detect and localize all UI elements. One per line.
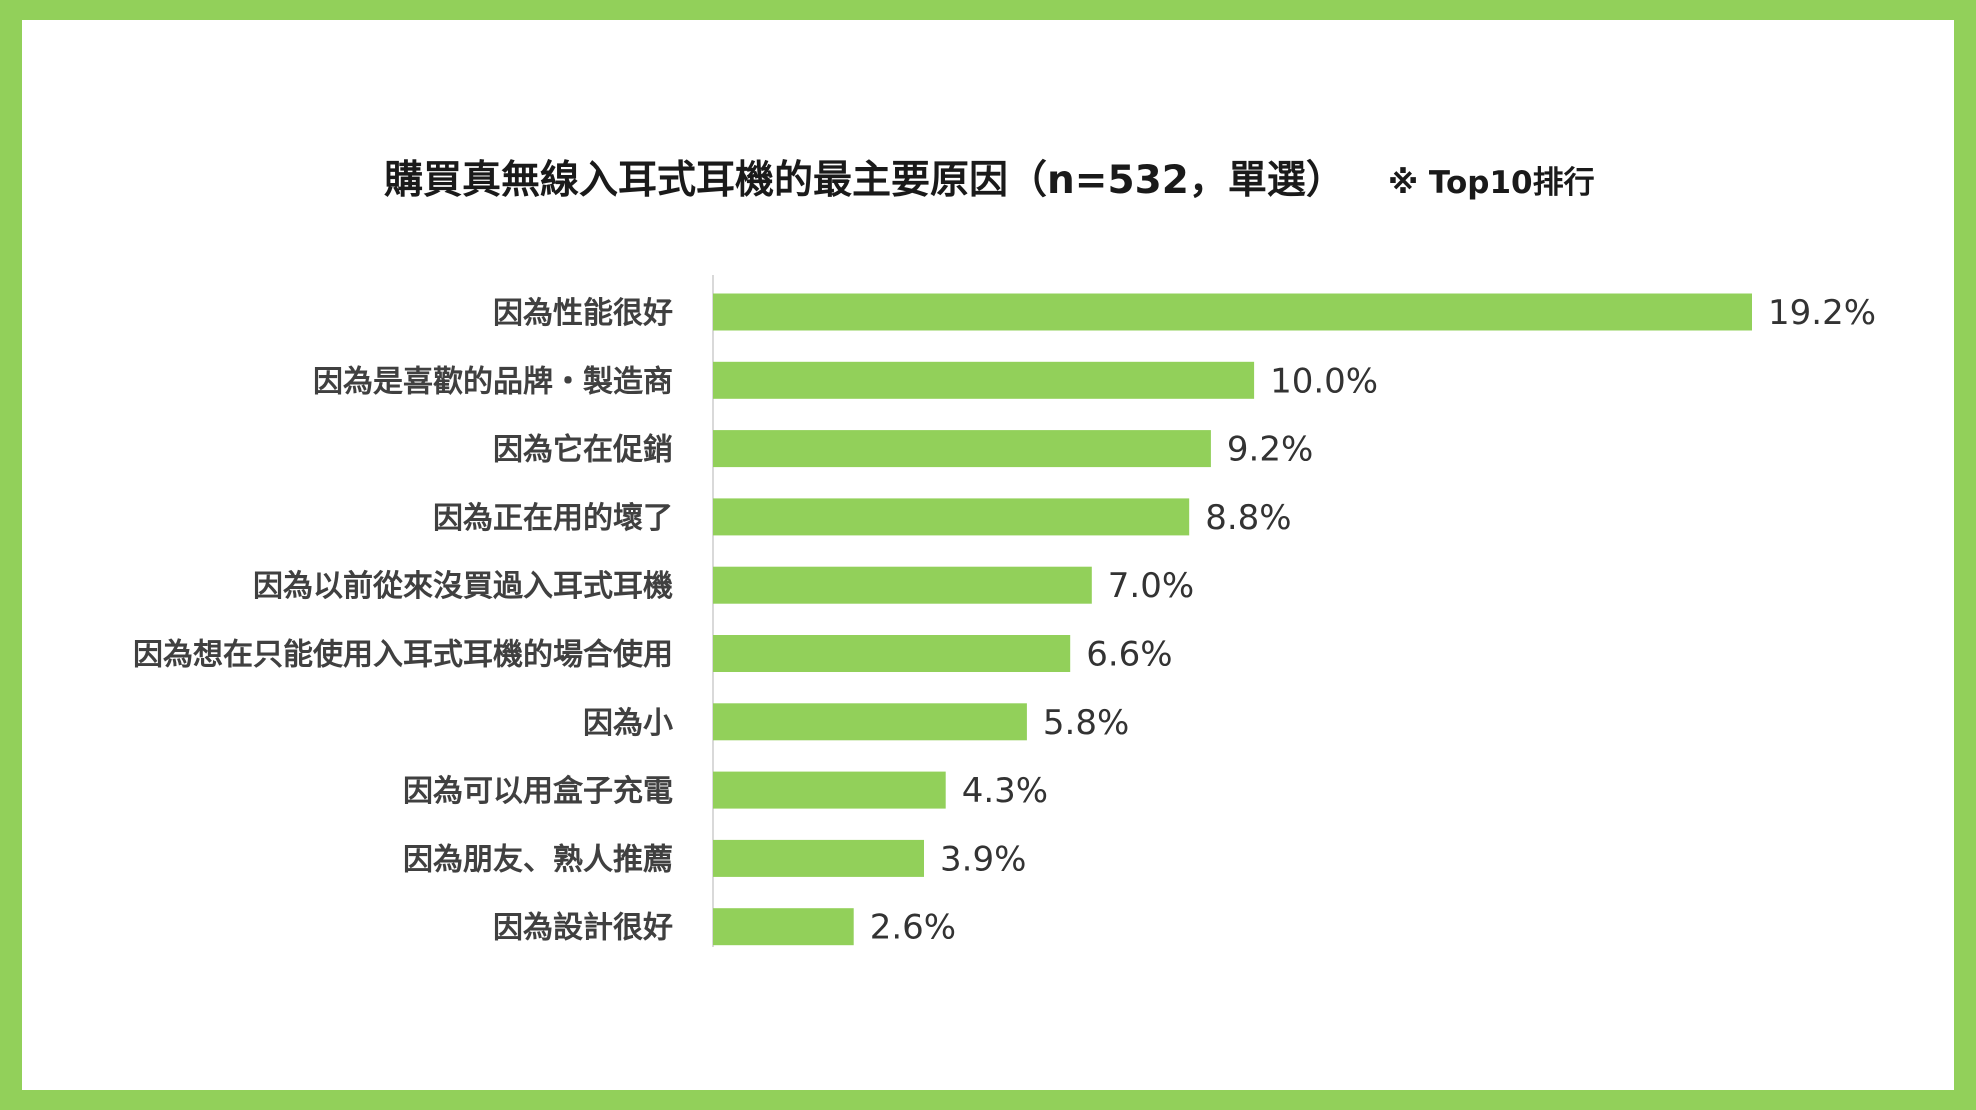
category-label-2: 因為是喜歡的品牌・製造商 [313,364,673,399]
category-label-5: 因為以前從來沒買過入耳式耳機 [253,569,673,604]
category-label-4: 因為正在用的壞了 [433,501,673,536]
chart-title: 購買真無線入耳式耳機的最主要原因（n=532，單選） [384,158,1345,203]
value-label-9: 3.9% [940,839,1026,879]
category-label-1: 因為性能很好 [493,296,673,331]
value-label-1: 19.2% [1768,293,1876,333]
value-label-7: 5.8% [1043,703,1129,743]
value-label-6: 6.6% [1086,635,1172,675]
category-label-9: 因為朋友、熟人推薦 [403,842,673,877]
bar-2 [713,361,1255,399]
category-label-8: 因為可以用盒子充電 [403,774,673,809]
bar-4 [713,498,1190,536]
value-label-10: 2.6% [870,908,956,948]
value-label-4: 8.8% [1205,498,1291,538]
value-label-3: 9.2% [1227,430,1313,470]
value-label-2: 10.0% [1270,361,1378,401]
bar-5 [713,566,1092,604]
bar-1 [713,293,1752,331]
bar-9 [713,839,924,877]
value-label-8: 4.3% [962,771,1048,811]
category-label-6: 因為想在只能使用入耳式耳機的場合使用 [133,638,673,673]
bar-8 [713,771,946,809]
category-label-3: 因為它在促銷 [493,433,673,468]
category-label-10: 因為設計很好 [493,911,673,946]
bar-3 [713,430,1211,468]
value-label-5: 7.0% [1108,566,1194,606]
bars-group: 因為性能很好 19.2% 因為是喜歡的品牌・製造商 10.0% 因為它在促銷 9.2% 因為… [133,293,1876,948]
category-label-7: 因為小 [583,706,673,741]
bar-7 [713,703,1027,741]
bar-10 [713,908,854,946]
chart-subtitle: ※ Top10排行 [1388,165,1595,201]
bar-6 [713,635,1071,672]
